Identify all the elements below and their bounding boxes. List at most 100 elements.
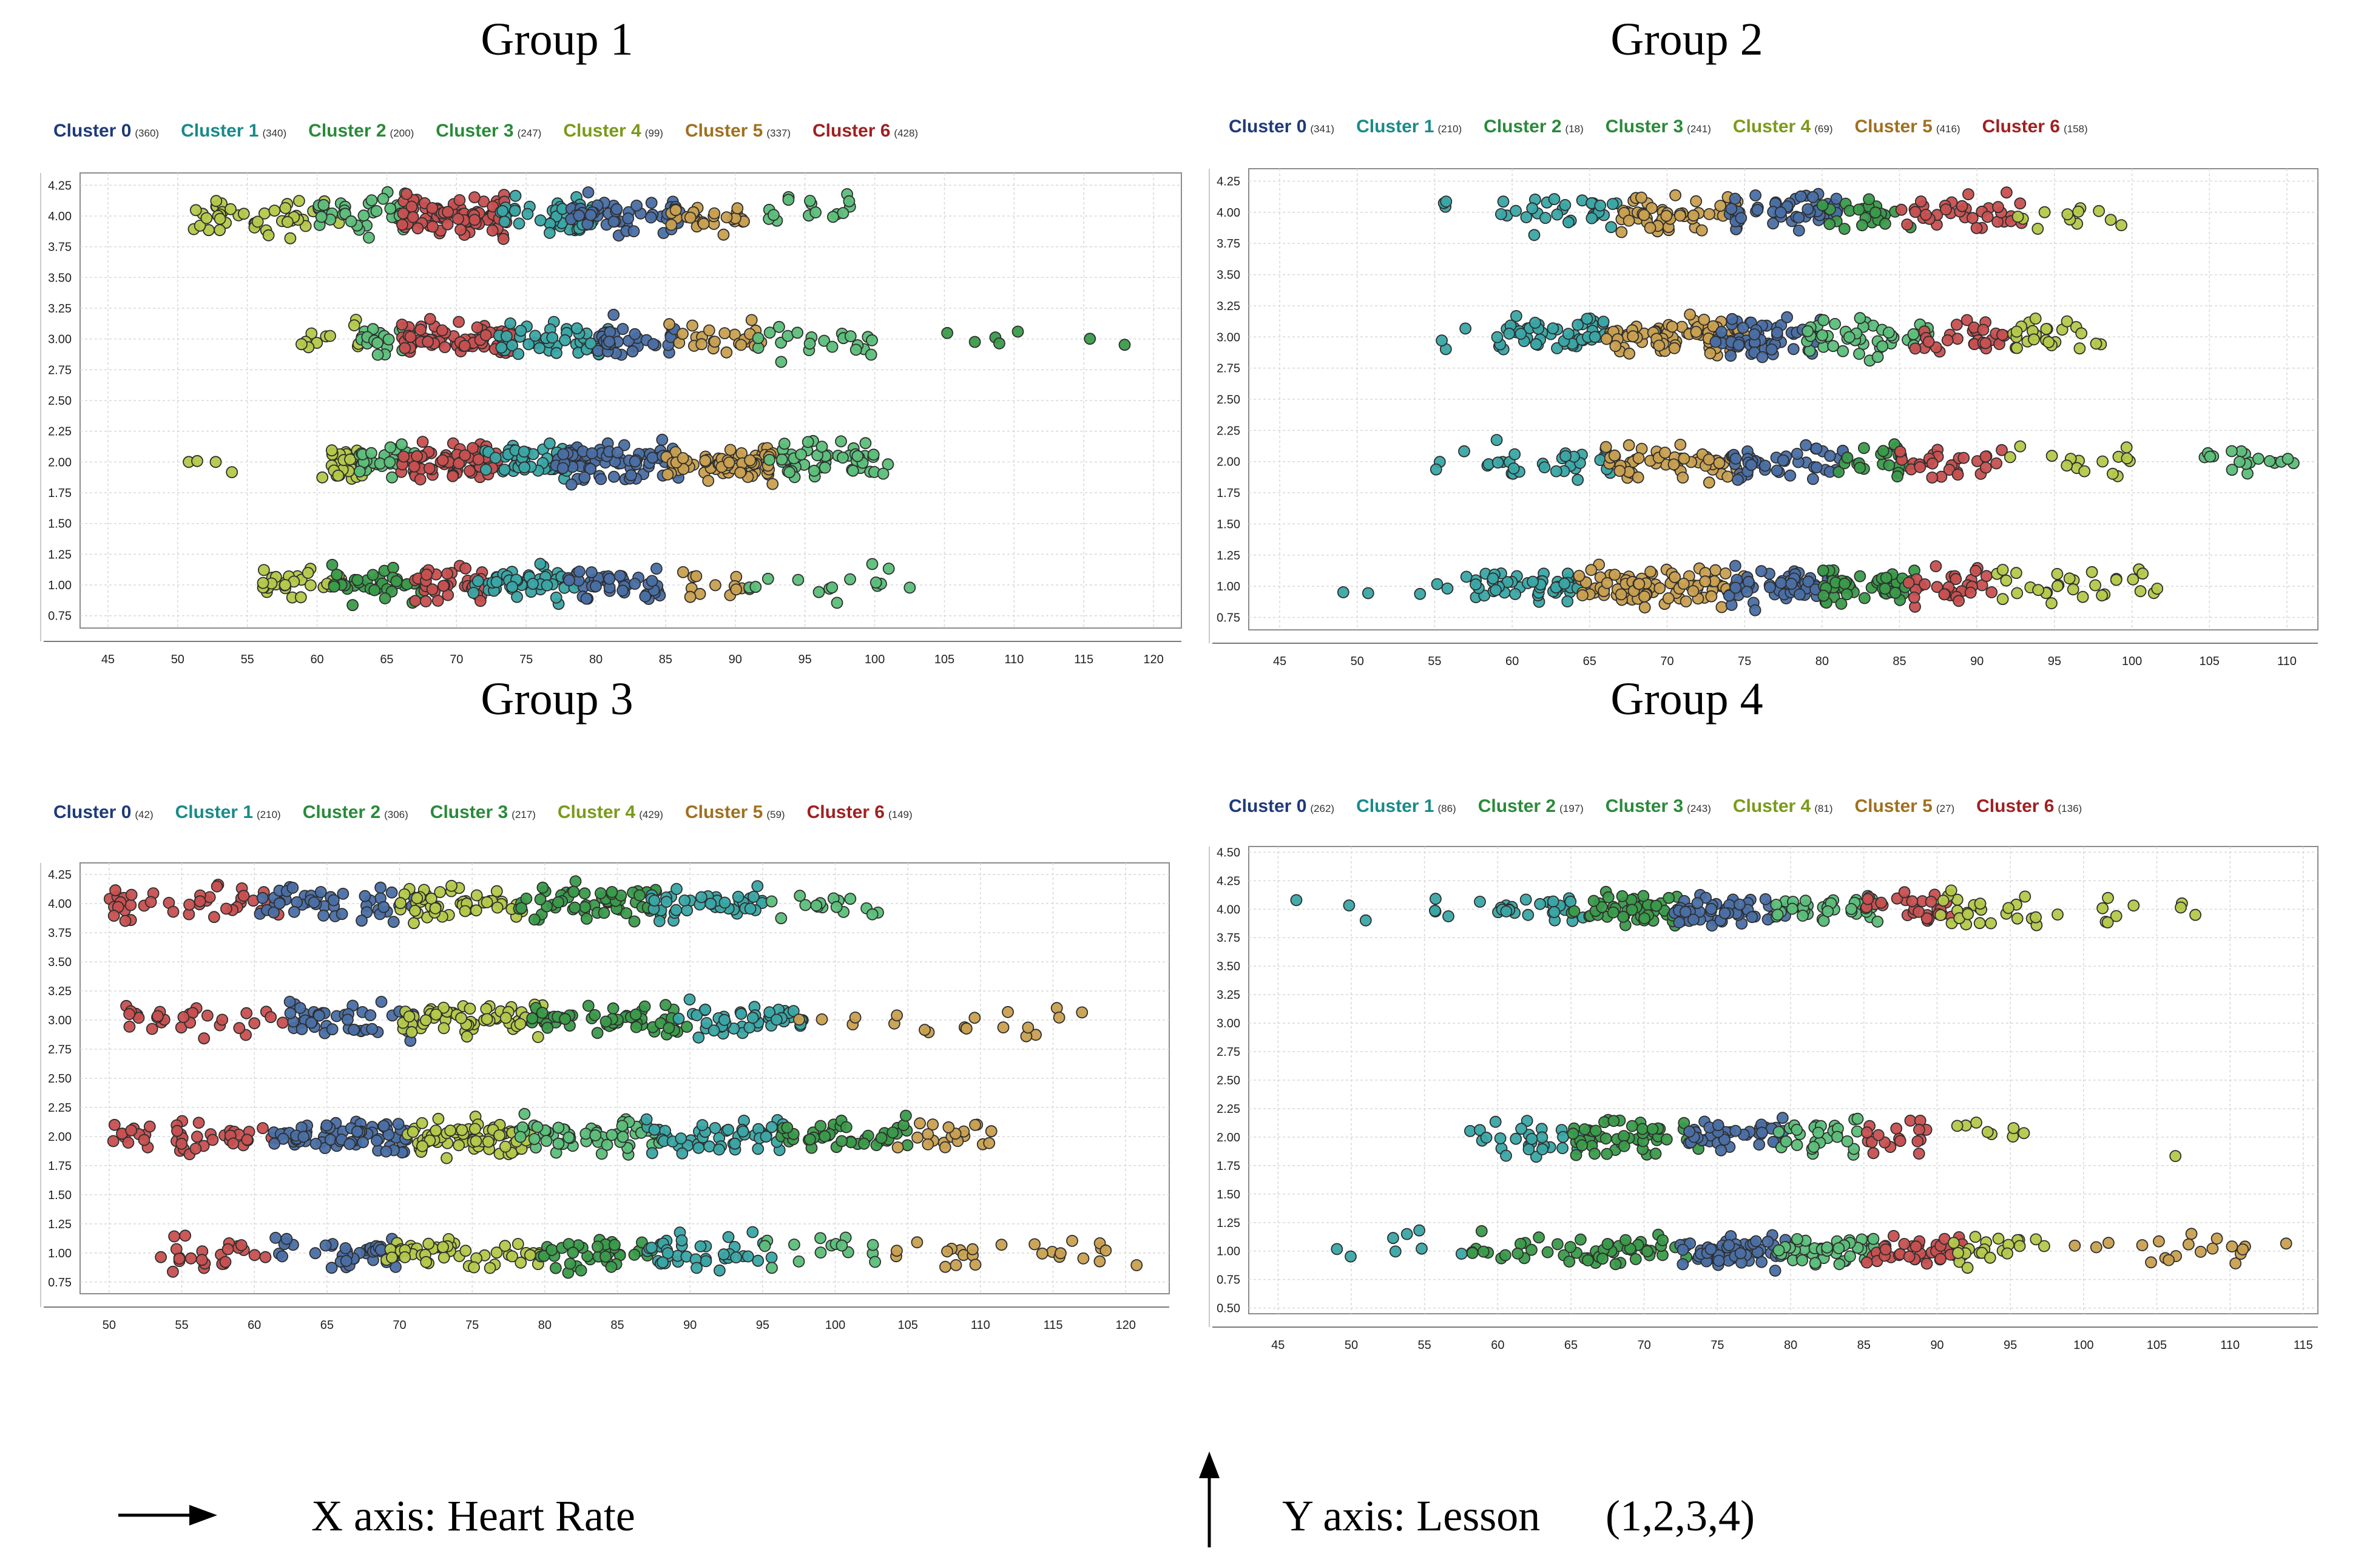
data-point — [1677, 1243, 1689, 1256]
x-tick-label: 80 — [538, 1319, 552, 1332]
data-point — [672, 1012, 685, 1025]
x-tick-label: 65 — [1583, 655, 1596, 668]
data-point — [1831, 1130, 1843, 1143]
x-tick-label: 45 — [101, 653, 115, 666]
x-tick-label: 55 — [1428, 655, 1441, 668]
data-point — [818, 334, 831, 347]
data-point — [200, 212, 213, 225]
data-point — [1970, 1117, 1982, 1129]
data-point — [1515, 1123, 1528, 1135]
data-point — [177, 1011, 190, 1023]
x-tick-label: 45 — [1271, 1339, 1285, 1352]
x-tick-label: 75 — [519, 653, 533, 666]
data-point — [208, 911, 220, 924]
data-point — [357, 1136, 369, 1149]
x-axis-caption: X axis: Heart Rate — [118, 1492, 635, 1540]
data-point — [1761, 1235, 1774, 1248]
legend-entry-count: (81) — [1814, 803, 1832, 814]
data-point — [365, 447, 377, 459]
data-point — [336, 908, 348, 921]
y-tick-label: 4.25 — [1217, 175, 1240, 189]
data-point — [194, 895, 206, 908]
data-point — [1705, 902, 1718, 915]
data-point — [467, 442, 479, 455]
data-point — [1755, 1255, 1768, 1268]
legend-entry-count: (18) — [1565, 123, 1584, 135]
data-point — [1638, 912, 1651, 925]
data-point — [279, 579, 291, 591]
data-point — [891, 1245, 903, 1257]
data-point — [1894, 1135, 1906, 1147]
y-tick-label: 2.25 — [1217, 424, 1240, 438]
data-point — [1952, 1246, 1964, 1259]
data-point — [1573, 570, 1586, 582]
data-point — [1992, 1232, 2005, 1245]
x-tick-label: 70 — [393, 1319, 406, 1332]
data-point — [419, 595, 432, 607]
data-point — [396, 218, 408, 231]
data-point — [1389, 1245, 1402, 1258]
data-point — [524, 1249, 536, 1262]
data-point — [214, 212, 226, 225]
data-point — [175, 1138, 188, 1150]
data-point — [546, 331, 559, 344]
data-point — [603, 336, 615, 348]
data-point — [1687, 209, 1700, 222]
data-point — [1508, 448, 1521, 461]
data-point — [472, 453, 485, 466]
data-point — [1714, 200, 1727, 212]
data-point — [1940, 203, 1952, 216]
data-point — [1633, 578, 1646, 590]
data-point — [405, 200, 418, 213]
data-point — [1528, 229, 1541, 242]
data-point — [2045, 597, 2058, 609]
data-point — [1499, 1249, 1511, 1262]
data-point — [1854, 312, 1866, 325]
data-point — [210, 195, 223, 208]
x-tick-label: 90 — [683, 1319, 697, 1332]
data-point — [903, 581, 916, 594]
data-point — [1345, 1250, 1357, 1263]
data-point — [993, 337, 1005, 350]
x-tick-label: 85 — [1857, 1339, 1871, 1352]
data-point — [320, 1119, 333, 1132]
y-tick-label: 1.50 — [48, 518, 72, 531]
data-point — [1530, 338, 1542, 351]
data-point — [125, 1124, 138, 1137]
data-point — [1938, 588, 1951, 601]
data-point — [1908, 591, 1920, 604]
data-point — [844, 893, 857, 905]
data-point — [814, 1246, 827, 1259]
data-point — [1791, 1139, 1803, 1151]
y-tick-label: 4.00 — [1217, 903, 1240, 916]
data-point — [437, 580, 450, 592]
data-point — [598, 907, 610, 919]
data-point — [660, 999, 672, 1012]
data-point — [1503, 327, 1516, 340]
data-point — [1823, 218, 1836, 231]
data-point — [386, 471, 398, 484]
data-point — [556, 462, 569, 475]
panel-title: Group 1 — [481, 14, 633, 65]
data-point — [765, 895, 778, 908]
data-point — [629, 328, 641, 340]
data-point — [506, 1250, 518, 1263]
data-point — [599, 1015, 612, 1028]
data-point — [1534, 897, 1547, 910]
data-point — [342, 1013, 354, 1026]
data-point — [497, 232, 510, 245]
data-point — [1769, 1265, 1781, 1277]
data-point — [1731, 473, 1744, 486]
x-tick-label: 80 — [1815, 655, 1829, 668]
data-point — [792, 1255, 805, 1268]
data-point — [1797, 910, 1809, 922]
data-point — [1442, 910, 1454, 922]
data-point — [2076, 590, 2089, 603]
x-tick-label: 70 — [1660, 655, 1673, 668]
data-point — [1529, 317, 1541, 329]
data-point — [589, 1009, 601, 1021]
data-point — [2061, 459, 2073, 472]
data-point — [1907, 328, 1920, 340]
data-point — [499, 1140, 512, 1153]
data-point — [1889, 587, 1902, 599]
